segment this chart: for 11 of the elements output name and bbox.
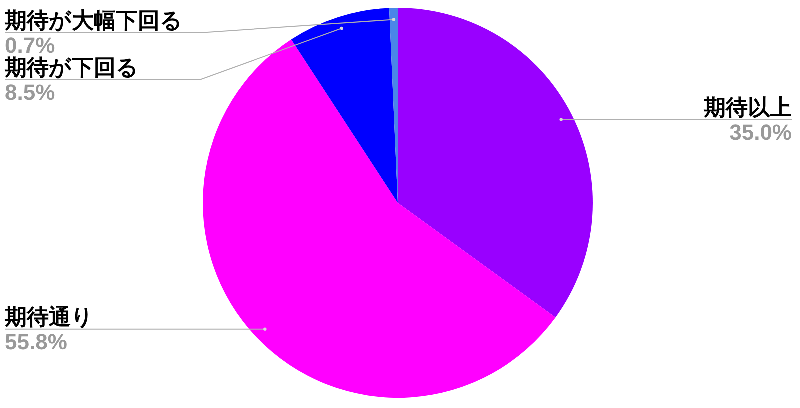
data-label: 0.7% — [5, 33, 56, 58]
label: 期待が大幅下回る 0.7% — [4, 8, 396, 58]
data-label: 8.5% — [5, 80, 56, 105]
slice-label: 期待が下回る — [4, 55, 139, 80]
label: 期待通り 55.8% — [4, 304, 267, 354]
data-label: 35.0% — [730, 120, 792, 145]
slice-label: 期待が大幅下回る — [4, 8, 183, 33]
label: 期待以上 35.0% — [560, 94, 792, 145]
slice-label: 期待通り — [4, 304, 94, 330]
slice-label: 期待以上 — [703, 94, 792, 120]
data-label: 55.8% — [5, 329, 68, 354]
